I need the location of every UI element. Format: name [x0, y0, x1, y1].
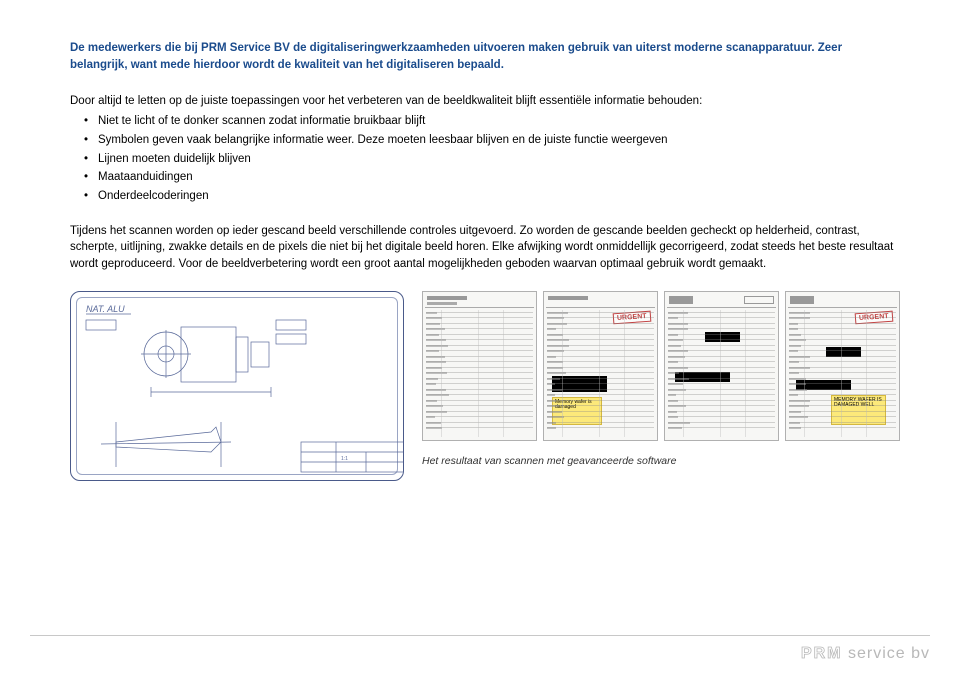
page-footer: PRM service bv	[30, 635, 930, 671]
figure-caption: Het resultaat van scannen met geavanceer…	[422, 455, 900, 467]
footer-brand: PRM service bv	[801, 645, 930, 663]
main-paragraph-block: Door altijd te letten op de juiste toepa…	[70, 93, 900, 205]
bullet-list: Niet te licht of te donker scannen zodat…	[70, 113, 900, 204]
svg-text:NAT. ALU: NAT. ALU	[86, 304, 125, 314]
scanned-doc-4: URGENT MEMORY WAFER IS DAMAGED WELL	[785, 291, 900, 441]
intro-paragraph: De medewerkers die bij PRM Service BV de…	[70, 40, 900, 75]
scan-results-column: /* rows */ URGENT Memory wafer is damage…	[422, 291, 900, 467]
bullet-item: Symbolen geven vaak belangrijke informat…	[98, 132, 900, 149]
svg-text:1:1: 1:1	[341, 456, 348, 462]
scan-documents-row: /* rows */ URGENT Memory wafer is damage…	[422, 291, 900, 441]
footer-brand-suffix: service bv	[848, 645, 930, 662]
bullet-item: Lijnen moeten duidelijk blijven	[98, 151, 900, 168]
bullet-item: Maataanduidingen	[98, 169, 900, 186]
figures-row: NAT. ALU	[70, 291, 900, 481]
bullet-item: Niet te licht of te donker scannen zodat…	[98, 113, 900, 130]
scanned-doc-1: /* rows */	[422, 291, 537, 441]
closing-paragraph: Tijdens het scannen worden op ieder gesc…	[70, 223, 900, 273]
bullet-item: Onderdeelcoderingen	[98, 188, 900, 205]
technical-drawing-frame: NAT. ALU	[70, 291, 404, 481]
technical-drawing-icon: NAT. ALU	[71, 292, 404, 481]
scanned-doc-2: URGENT Memory wafer is damaged	[543, 291, 658, 441]
scanned-doc-3	[664, 291, 779, 441]
lead-in-text: Door altijd te letten op de juiste toepa…	[70, 95, 702, 107]
footer-brand-outline: PRM	[801, 645, 843, 662]
